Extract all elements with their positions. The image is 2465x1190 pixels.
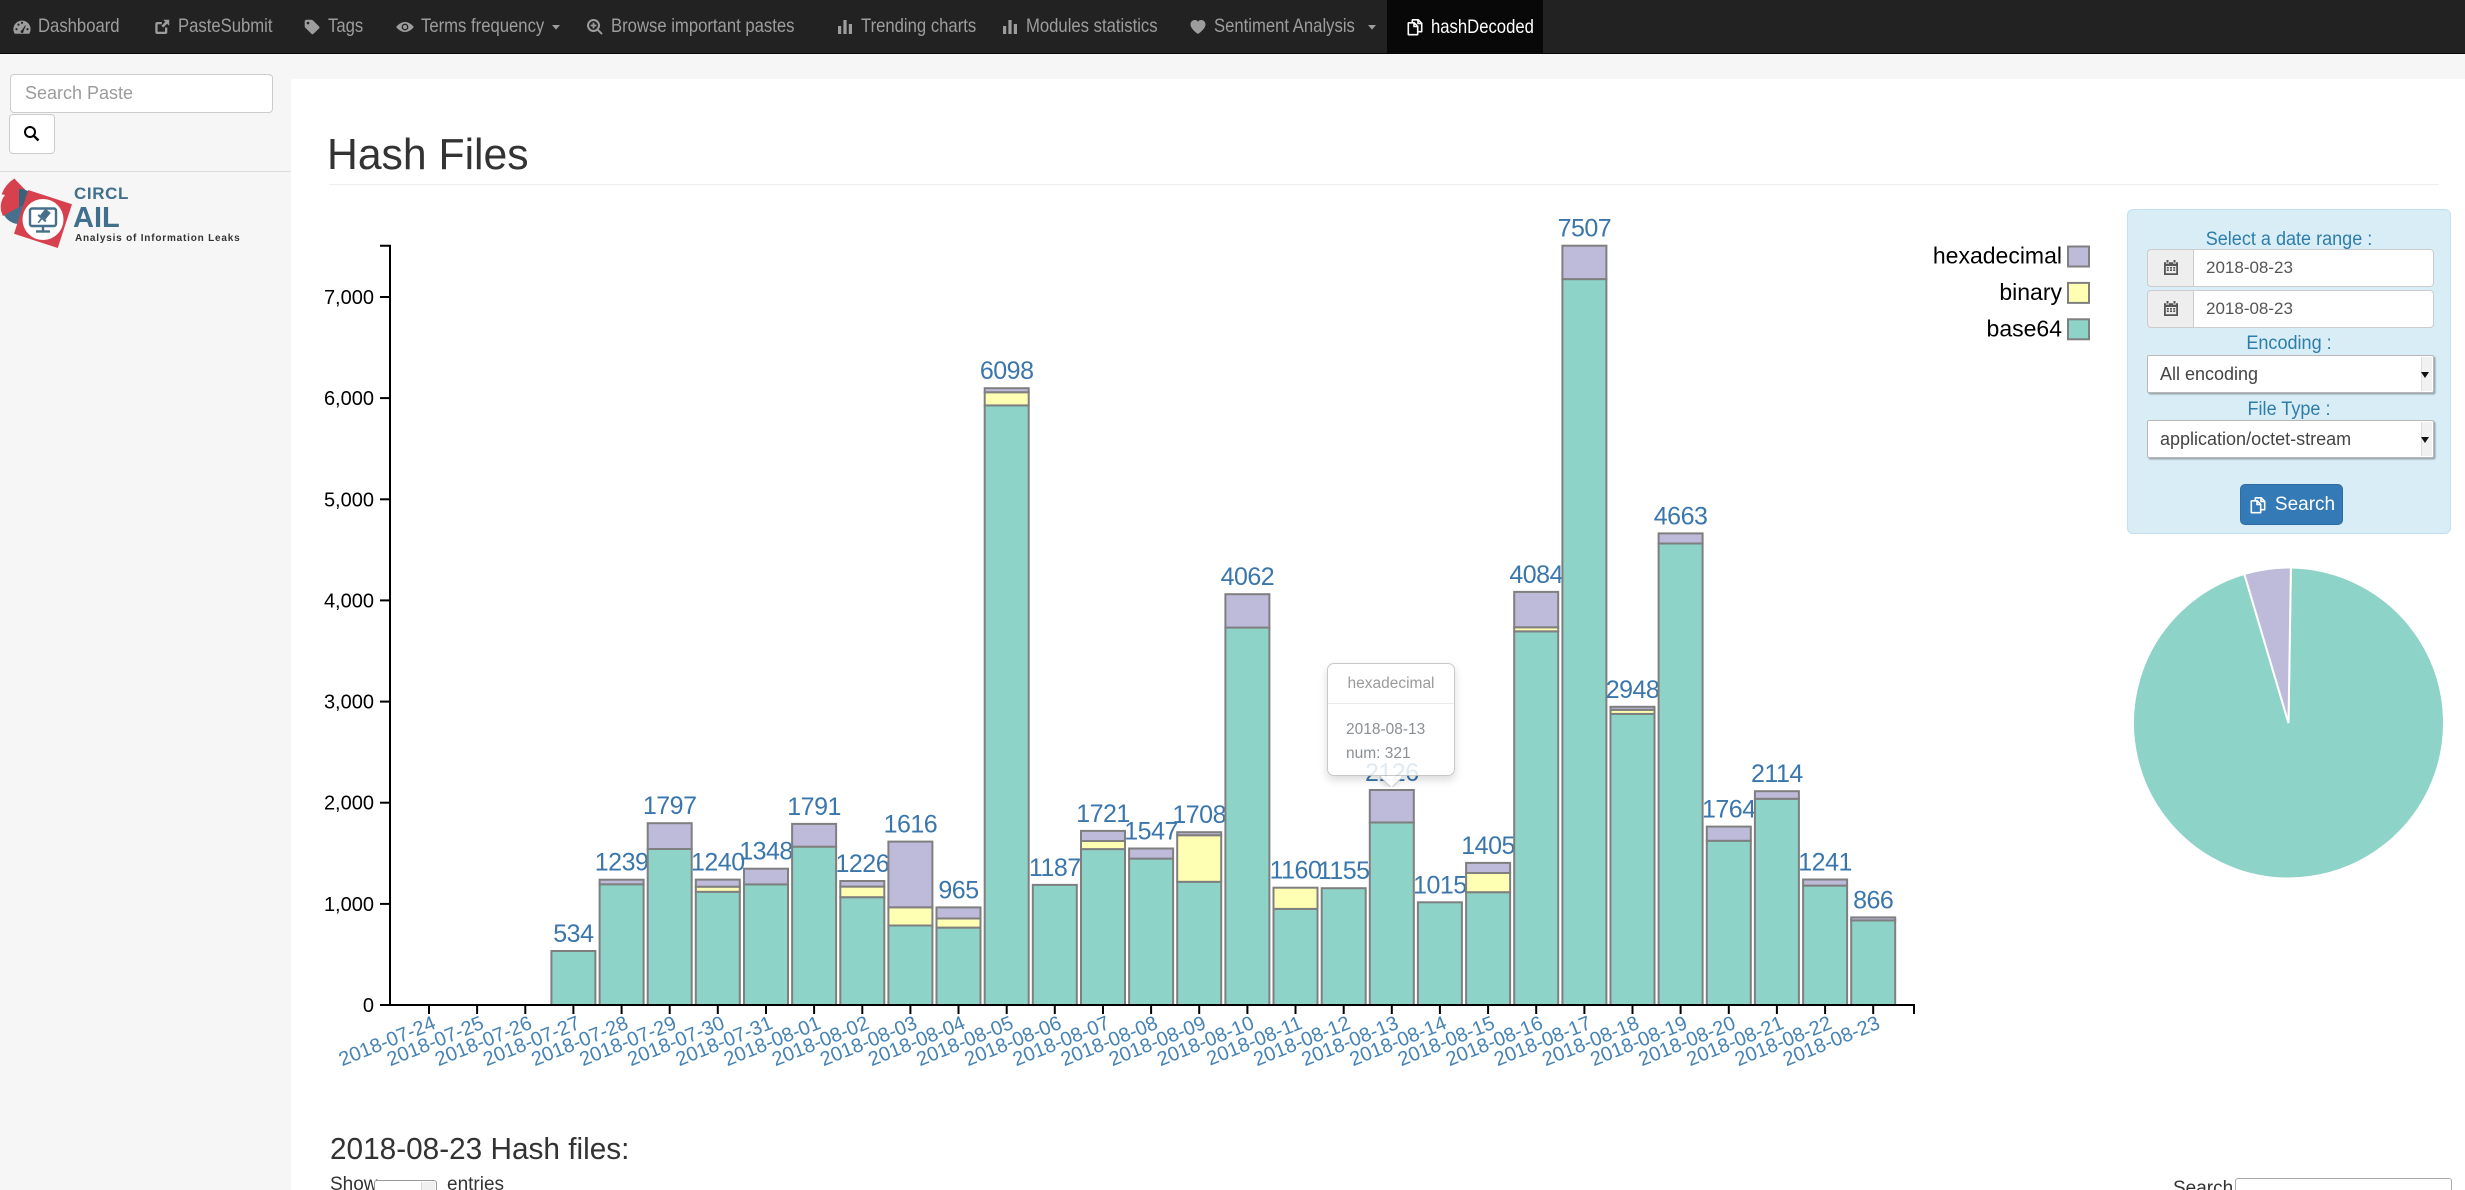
svg-text:1616: 1616 [884,811,938,839]
svg-text:2114: 2114 [1751,760,1803,788]
svg-text:1405: 1405 [1461,832,1515,860]
svg-text:0: 0 [363,995,374,1017]
svg-text:3,000: 3,000 [324,692,374,714]
svg-text:1239: 1239 [595,849,649,877]
svg-text:6098: 6098 [980,357,1034,385]
svg-text:AIL: AIL [73,202,120,234]
svg-text:1547: 1547 [1124,818,1178,846]
svg-text:hexadecimal: hexadecimal [1933,243,2062,269]
svg-text:1764: 1764 [1702,796,1756,824]
svg-text:534: 534 [553,920,594,948]
svg-text:1015: 1015 [1413,871,1467,899]
svg-text:1160: 1160 [1270,857,1322,885]
svg-text:CIRCL: CIRCL [74,184,129,203]
svg-text:1187: 1187 [1029,854,1081,882]
svg-text:1708: 1708 [1172,801,1226,829]
svg-text:4062: 4062 [1221,563,1275,591]
svg-text:4663: 4663 [1654,502,1708,530]
svg-text:2948: 2948 [1606,676,1660,704]
svg-text:4,000: 4,000 [324,590,374,612]
svg-text:2,000: 2,000 [324,793,374,815]
svg-text:965: 965 [938,876,978,904]
svg-text:4084: 4084 [1509,561,1563,589]
svg-text:1155: 1155 [1318,857,1370,885]
svg-text:1226: 1226 [835,850,889,878]
svg-text:1797: 1797 [643,792,697,820]
svg-text:base64: base64 [1987,315,2063,341]
svg-text:1241: 1241 [1798,849,1852,877]
svg-text:7507: 7507 [1558,215,1612,243]
svg-text:6,000: 6,000 [324,388,374,410]
svg-text:1348: 1348 [739,838,793,866]
svg-text:1791: 1791 [787,793,841,821]
svg-text:5,000: 5,000 [324,489,374,511]
svg-text:Analysis of Information Leaks: Analysis of Information Leaks [75,233,240,244]
svg-text:1240: 1240 [691,849,745,877]
svg-text:binary: binary [1999,279,2062,305]
svg-text:7,000: 7,000 [324,287,374,309]
svg-text:866: 866 [1853,886,1893,914]
svg-text:1721: 1721 [1076,800,1130,828]
svg-text:1,000: 1,000 [324,894,374,916]
